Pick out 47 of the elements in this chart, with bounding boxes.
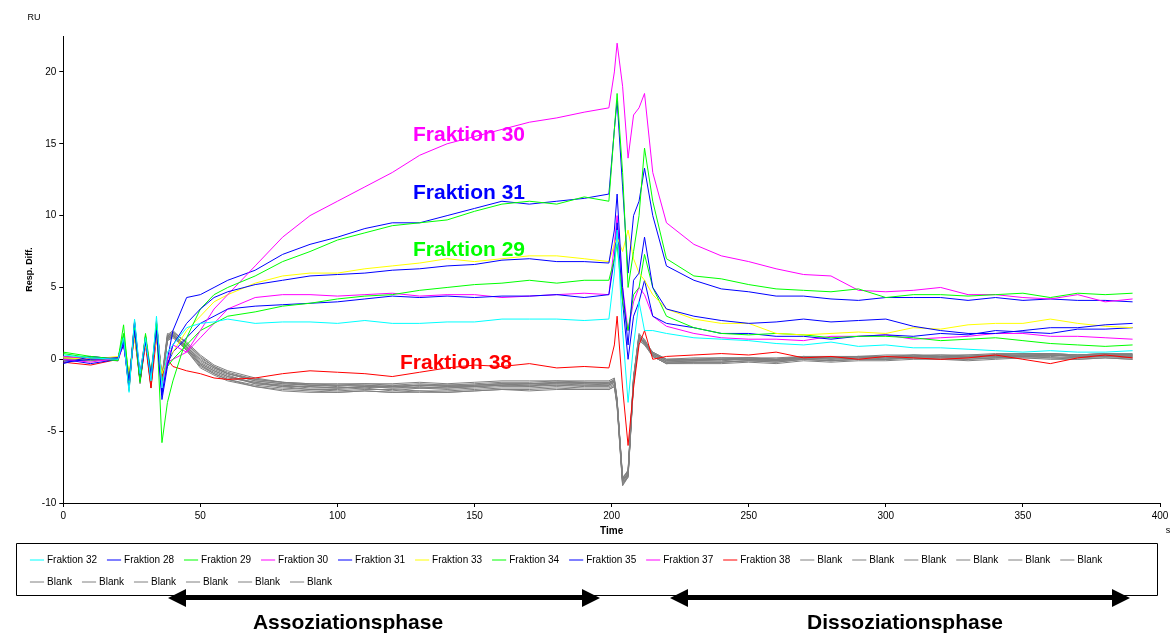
legend-label: Blank	[973, 553, 1000, 565]
legend-label: Blank	[921, 553, 948, 565]
legend-label: Blank	[47, 575, 74, 587]
legend-label: Blank	[203, 575, 230, 587]
x-tick-label: 250	[740, 509, 758, 521]
legend-label: Fraktion 34	[509, 553, 560, 565]
legend-label: Fraktion 32	[47, 553, 98, 565]
legend-label: Fraktion 38	[740, 553, 791, 565]
y-tick-label: -10	[41, 496, 57, 508]
x-tick-label: 400	[1151, 509, 1169, 521]
y-tick-label: 0	[50, 353, 57, 365]
legend-label: Blank	[255, 575, 282, 587]
x-tick-label: 100	[329, 509, 347, 521]
legend-label: Blank	[99, 575, 126, 587]
legend-label: Blank	[1077, 553, 1104, 565]
legend-label: Fraktion 28	[124, 553, 175, 565]
legend-label: Fraktion 33	[432, 553, 483, 565]
annotation: Fraktion 29	[413, 236, 526, 260]
legend-label: Blank	[869, 553, 896, 565]
legend-label: Blank	[151, 575, 178, 587]
legend-label: Fraktion 37	[663, 553, 714, 565]
text: s	[1165, 525, 1171, 536]
x-tick-label: 0	[60, 509, 67, 521]
legend-label: Fraktion 29	[201, 553, 252, 565]
text: RU	[27, 12, 41, 23]
y-tick-label: 15	[45, 137, 57, 149]
legend-label: Fraktion 35	[586, 553, 637, 565]
y-tick-label: 10	[45, 209, 57, 221]
y-tick-label: 5	[50, 281, 57, 293]
x-tick-label: 300	[877, 509, 895, 521]
y-tick-label: -5	[47, 424, 57, 436]
legend-label: Blank	[1025, 553, 1052, 565]
y-tick-label: 20	[45, 65, 57, 77]
x-axis-title: Time	[600, 524, 624, 536]
x-tick-label: 350	[1014, 509, 1032, 521]
annotation: Fraktion 30	[413, 121, 526, 145]
text: Dissoziationsphase	[806, 609, 1004, 633]
text: Assoziationsphase	[252, 609, 444, 633]
annotation: Fraktion 31	[413, 179, 526, 203]
x-tick-label: 200	[603, 509, 621, 521]
legend-label: Fraktion 31	[355, 553, 406, 565]
legend-label: Fraktion 30	[278, 553, 329, 565]
x-tick-label: 50	[194, 509, 207, 521]
legend-label: Blank	[817, 553, 844, 565]
x-tick-label: 150	[466, 509, 484, 521]
y-axis-title: Resp. Diff.	[23, 247, 34, 292]
legend-label: Blank	[307, 575, 334, 587]
